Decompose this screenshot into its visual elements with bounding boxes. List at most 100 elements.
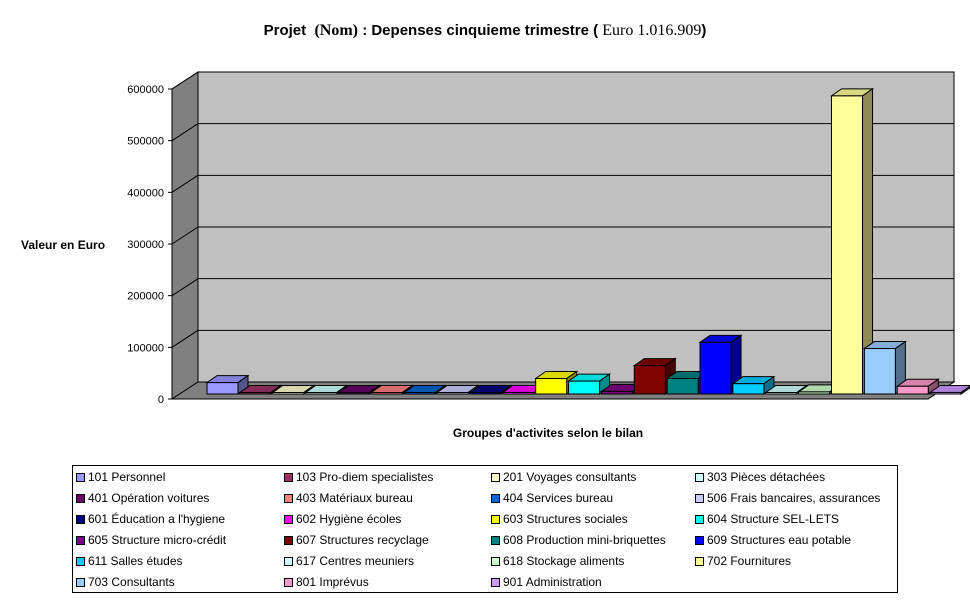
bar-front — [305, 392, 338, 395]
bar — [435, 384, 480, 395]
legend-swatch — [695, 535, 704, 545]
legend-label: 403 Matériaux bureau — [296, 491, 413, 505]
bar-front — [798, 391, 831, 395]
bar — [205, 374, 250, 395]
legend-swatch — [491, 577, 500, 587]
legend-swatch — [76, 556, 85, 566]
legend-swatch — [695, 493, 704, 503]
bar-front — [896, 385, 929, 395]
legend-item: 617 Centres meuniers — [284, 554, 414, 568]
gridline-side — [171, 71, 199, 90]
legend-label: 303 Pièces détachées — [707, 470, 826, 484]
bar-front — [535, 378, 568, 395]
legend-swatch — [76, 493, 85, 503]
legend-swatch — [491, 535, 500, 545]
legend-item: 101 Personnel — [76, 470, 165, 484]
legend-swatch — [76, 514, 85, 524]
bar-front — [633, 365, 666, 395]
bar-front — [765, 392, 798, 395]
legend-swatch — [284, 556, 293, 566]
bar-front — [568, 380, 601, 395]
legend-item: 601 Éducation a l'hygiene — [76, 512, 225, 526]
gridline-side — [171, 174, 199, 193]
legend-label: 703 Consultants — [88, 575, 175, 589]
y-tick-label: 200000 — [127, 291, 164, 303]
y-tick-label: 400000 — [127, 187, 164, 199]
bar-front — [502, 391, 535, 395]
legend-label: 801 Imprévus — [296, 575, 369, 589]
title-suffix: ) — [701, 22, 707, 39]
legend-label: 404 Services bureau — [503, 491, 614, 505]
legend-item: 703 Consultants — [76, 575, 175, 589]
bar — [336, 384, 382, 395]
legend-swatch — [76, 535, 85, 545]
legend-item: 702 Fournitures — [695, 554, 791, 568]
legend-swatch — [695, 556, 704, 566]
legend-label: 609 Structures eau potable — [707, 533, 852, 547]
bar-front — [732, 383, 765, 395]
bar — [566, 373, 612, 395]
chart-legend: 101 Personnel 103 Pro-diem specialistes 20… — [72, 465, 898, 593]
legend-swatch — [491, 472, 500, 482]
bar-front — [666, 378, 699, 395]
title-name: (Nom) — [314, 22, 359, 39]
legend-swatch — [76, 472, 85, 482]
legend-label: 901 Administration — [503, 575, 602, 589]
bar-front — [370, 392, 403, 395]
bar-front — [863, 348, 896, 395]
bar-front — [337, 391, 370, 395]
gridline-side — [171, 329, 199, 348]
y-tick-label: 500000 — [127, 136, 164, 148]
legend-item: 605 Structure micro-crédit — [76, 533, 226, 547]
legend-swatch — [284, 577, 293, 587]
legend-item: 607 Structures recyclage — [284, 533, 429, 547]
bar-front — [600, 390, 633, 395]
title-prefix: Projet — [263, 22, 307, 39]
legend-item: 103 Pro-diem specialistes — [284, 470, 433, 484]
bar — [895, 378, 940, 395]
legend-item: 303 Pièces détachées — [695, 470, 825, 484]
y-tick-label: 0 — [158, 394, 164, 406]
legend-label: 608 Production mini-briquettes — [503, 533, 666, 547]
legend-swatch — [695, 472, 704, 482]
chart-title: Projet (Nom) : Depenses cinquieme trimes… — [0, 22, 970, 40]
bar — [731, 375, 776, 395]
legend-label: 401 Opération voitures — [88, 491, 210, 505]
legend-label: 702 Fournitures — [707, 554, 792, 568]
bar-front — [469, 392, 502, 395]
legend-item: 609 Structures eau potable — [695, 533, 851, 547]
legend-item: 403 Matériaux bureau — [284, 491, 413, 505]
x-axis-label: Groupes d'activites selon le bilan — [452, 426, 644, 440]
gridline-side — [171, 226, 199, 245]
legend-swatch — [491, 493, 500, 503]
title-middle: : Depenses cinquieme trimestre ( — [362, 22, 599, 39]
legend-label: 103 Pro-diem specialistes — [296, 470, 434, 484]
legend-swatch — [284, 472, 293, 482]
bar-front — [272, 392, 305, 395]
legend-item: 602 Hygiène écoles — [284, 512, 401, 526]
legend-label: 201 Voyages consultants — [503, 470, 637, 484]
legend-swatch — [284, 514, 293, 524]
y-tick-label: 600000 — [127, 84, 164, 96]
legend-label: 603 Structures sociales — [503, 512, 628, 526]
legend-item: 401 Opération voitures — [76, 491, 209, 505]
bar-front — [403, 392, 436, 395]
legend-item: 608 Production mini-briquettes — [491, 533, 666, 547]
legend-swatch — [695, 514, 704, 524]
legend-item: 611 Salles études — [76, 554, 183, 568]
bar-front — [436, 392, 469, 395]
legend-label: 101 Personnel — [88, 470, 166, 484]
legend-item: 618 Stockage aliments — [491, 554, 624, 568]
legend-swatch — [76, 577, 85, 587]
bar-front — [929, 391, 962, 395]
legend-item: 506 Frais bancaires, assurances — [695, 491, 880, 505]
legend-item: 801 Imprévus — [284, 575, 369, 589]
bar — [928, 384, 970, 395]
legend-label: 604 Structure SEL-LETS — [707, 512, 840, 526]
legend-item: 604 Structure SEL-LETS — [695, 512, 839, 526]
legend-swatch — [491, 556, 500, 566]
legend-label: 618 Stockage aliments — [503, 554, 625, 568]
legend-label: 611 Salles études — [88, 554, 183, 568]
bar-front — [206, 382, 239, 395]
legend-swatch — [284, 535, 293, 545]
